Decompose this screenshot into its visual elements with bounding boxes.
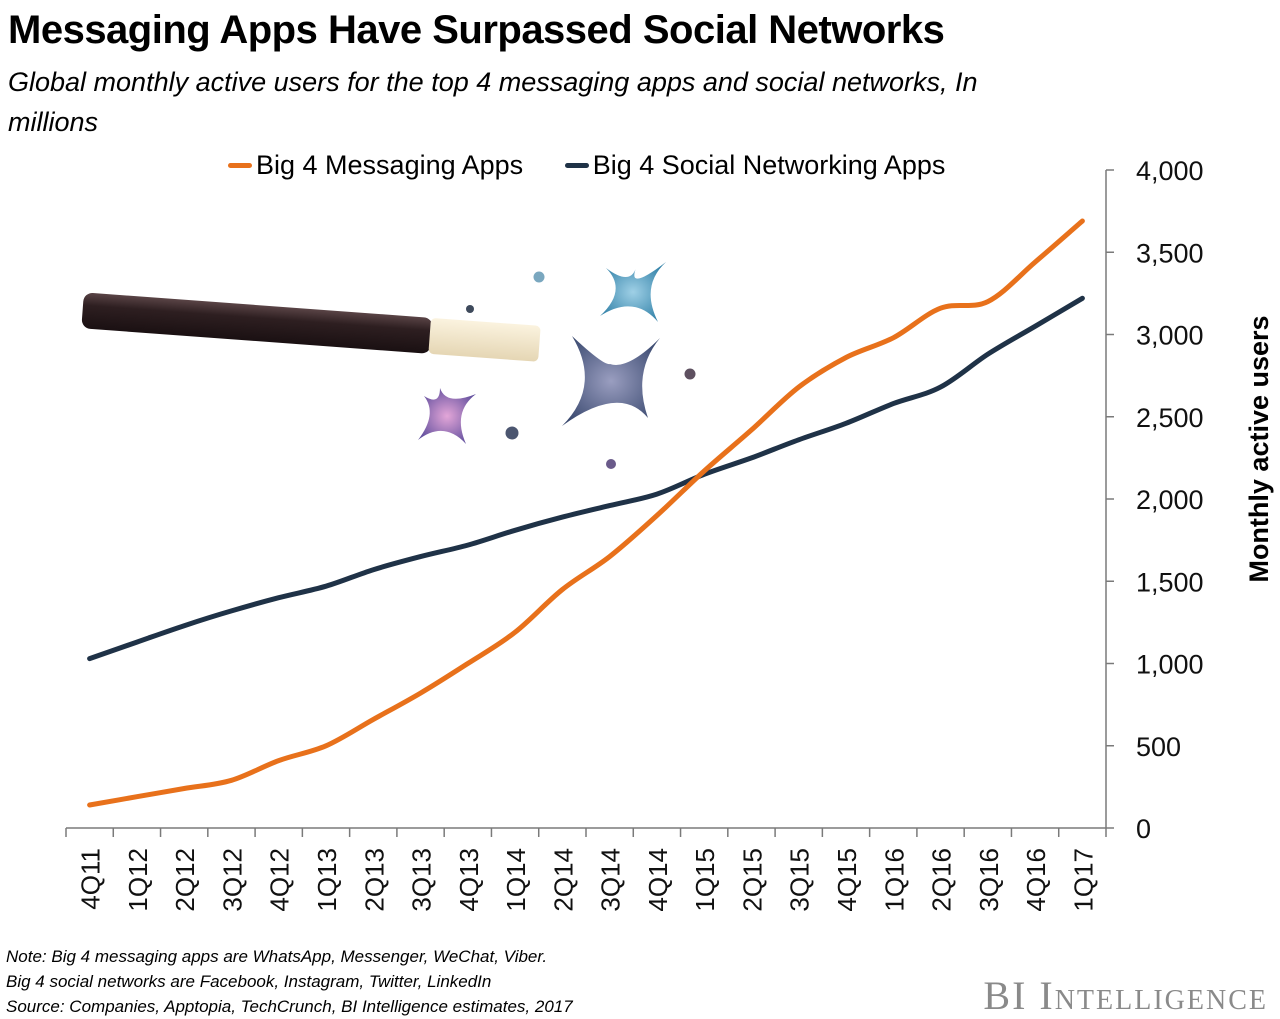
x-tick-label: 1Q16 <box>879 848 909 912</box>
y-tick-label: 2,000 <box>1136 485 1204 515</box>
note-source: Source: Companies, Apptopia, TechCrunch,… <box>6 994 573 1019</box>
y-tick-label: 1,000 <box>1136 650 1204 680</box>
x-tick-label: 4Q16 <box>1021 848 1051 912</box>
x-tick-label: 4Q14 <box>643 848 673 912</box>
magic-wand-with-sparkles-icon <box>81 262 695 469</box>
x-tick-label: 4Q15 <box>832 848 862 912</box>
x-tick-label: 3Q13 <box>407 848 437 912</box>
x-tick-label: 3Q16 <box>974 848 1004 912</box>
x-tick-label: 4Q11 <box>76 848 106 910</box>
y-tick-label: 0 <box>1136 814 1151 844</box>
x-tick-label: 1Q14 <box>501 848 531 912</box>
x-tick-label: 4Q12 <box>265 848 295 912</box>
y-tick-label: 3,500 <box>1136 238 1204 268</box>
x-tick-label: 2Q12 <box>170 848 200 912</box>
note-messaging-apps: Note: Big 4 messaging apps are WhatsApp,… <box>6 944 573 969</box>
x-tick-label: 3Q14 <box>596 848 626 912</box>
x-tick-label: 4Q13 <box>454 848 484 912</box>
chart-notes: Note: Big 4 messaging apps are WhatsApp,… <box>6 944 573 1019</box>
y-tick-label: 3,000 <box>1136 321 1204 351</box>
x-tick-label: 2Q13 <box>359 848 389 912</box>
y-axis-title: Monthly active users <box>1244 315 1274 582</box>
y-tick-label: 4,000 <box>1136 156 1204 186</box>
x-tick-label: 2Q15 <box>737 848 767 912</box>
x-tick-label: 2Q16 <box>927 848 957 912</box>
bi-intelligence-logo: BI Intelligence <box>983 972 1268 1019</box>
x-tick-label: 2Q14 <box>548 848 578 912</box>
note-social-networks: Big 4 social networks are Facebook, Inst… <box>6 969 573 994</box>
y-tick-label: 500 <box>1136 732 1181 762</box>
y-tick-label: 2,500 <box>1136 403 1204 433</box>
x-tick-label: 1Q17 <box>1068 848 1098 912</box>
x-tick-label: 1Q13 <box>312 848 342 912</box>
x-tick-label: 3Q12 <box>217 848 247 912</box>
x-tick-label: 3Q15 <box>785 848 815 912</box>
x-tick-label: 1Q15 <box>690 848 720 912</box>
y-tick-label: 1,500 <box>1136 567 1204 597</box>
x-tick-label: 1Q12 <box>123 848 153 912</box>
